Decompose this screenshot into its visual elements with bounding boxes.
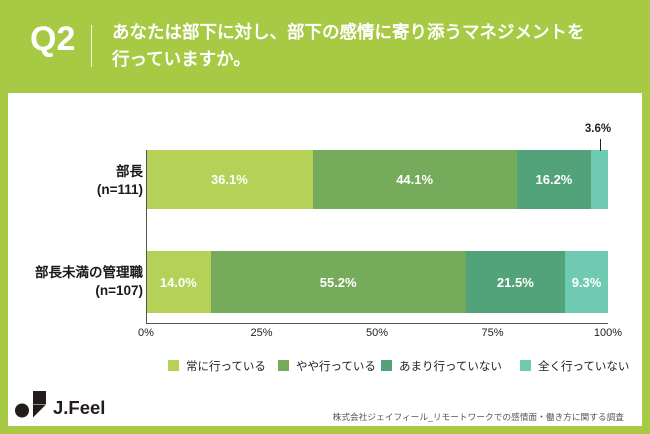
svg-text:J.Feel: J.Feel [53, 397, 105, 418]
